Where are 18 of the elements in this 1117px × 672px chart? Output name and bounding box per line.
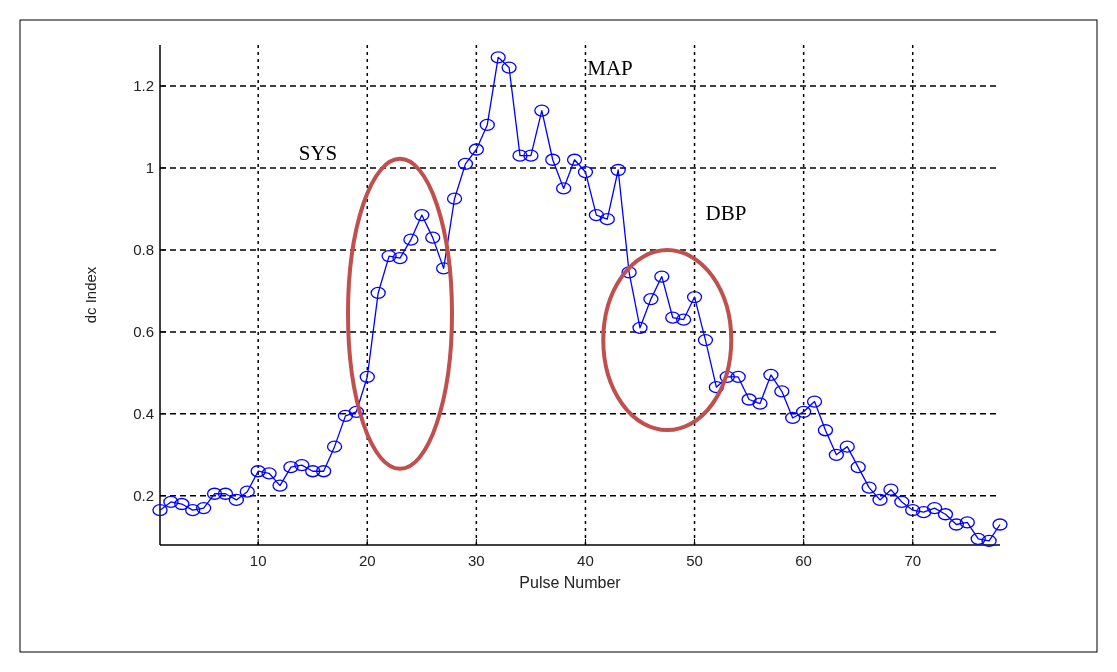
annotation: MAP <box>587 55 633 80</box>
y-axis-title: dc Index <box>82 266 99 324</box>
annotation: SYS <box>298 140 338 165</box>
y-tick-label: 0.6 <box>133 322 154 340</box>
y-tick-label: 1 <box>145 158 154 176</box>
x-tick-label: 60 <box>795 552 812 569</box>
x-tick-label: 20 <box>358 552 376 569</box>
x-tick-label: 10 <box>249 552 267 569</box>
y-tick-label: 0.4 <box>133 404 154 422</box>
x-tick-label: 30 <box>468 552 485 569</box>
x-tick-label: 50 <box>686 552 703 569</box>
y-tick-label: 0.2 <box>133 486 154 504</box>
x-tick-label: 70 <box>904 552 922 569</box>
annotation: DBP <box>705 200 747 225</box>
y-tick-label: 0.8 <box>133 240 154 258</box>
x-tick-label: 40 <box>577 552 594 569</box>
y-tick-label: 1.2 <box>133 76 154 94</box>
x-axis-title: Pulse Number <box>519 574 622 591</box>
